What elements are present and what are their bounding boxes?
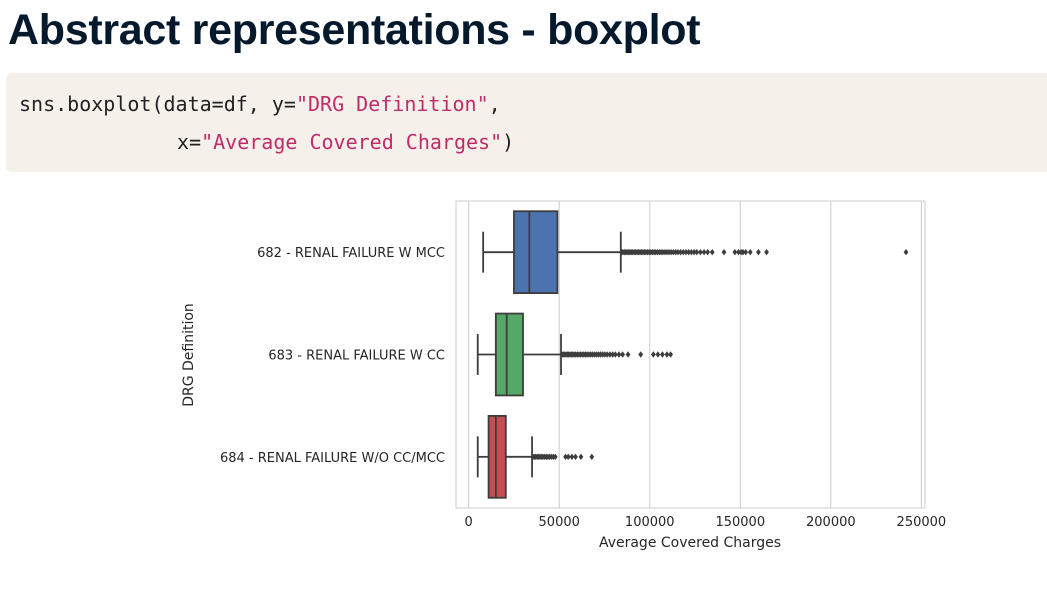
code-string: "Average Covered Charges": [201, 130, 503, 154]
category-label: 683 - RENAL FAILURE W CC: [268, 349, 445, 364]
outlier-point: [675, 248, 681, 256]
outlier-point: [569, 453, 575, 461]
code-text: ): [502, 130, 515, 154]
outlier-point: [616, 351, 622, 358]
x-tick-label: 150000: [715, 515, 765, 530]
outlier-point: [743, 248, 749, 256]
outlier-point: [686, 248, 692, 256]
code-text: ,: [488, 92, 501, 116]
outlier-point: [607, 351, 613, 358]
code-line-2: x="Average Covered Charges"): [19, 128, 1047, 166]
outlier-point: [612, 351, 618, 358]
category-label: 684 - RENAL FAILURE W/O CC/MCC: [220, 451, 445, 466]
outlier-point: [573, 453, 578, 461]
outlier-point: [610, 351, 616, 358]
outlier-point: [578, 453, 584, 461]
box-group: [482, 210, 909, 295]
outlier-point: [721, 248, 727, 256]
outlier-point: [620, 351, 625, 358]
outlier-point: [732, 248, 738, 256]
outlier-point: [650, 351, 656, 358]
slide-title: Abstract representations - boxplot: [8, 6, 701, 54]
code-string: "DRG Definition": [295, 92, 489, 116]
code-block: sns.boxplot(data=df, y="DRG Definition",…: [6, 73, 1047, 172]
outlier-point: [698, 248, 703, 256]
plot-area-frame: [455, 200, 926, 509]
outlier-point: [680, 248, 686, 256]
outlier-point: [604, 351, 610, 358]
outlier-point: [563, 453, 568, 461]
outlier-point: [736, 248, 741, 256]
outlier-point: [664, 351, 670, 358]
x-tick-label: 250000: [897, 515, 947, 530]
category-label: 682 - RENAL FAILURE W MCC: [257, 246, 445, 261]
code-line-1: sns.boxplot(data=df, y="DRG Definition",: [19, 90, 1047, 128]
x-tick-label: 0: [465, 515, 473, 530]
x-axis-label: Average Covered Charges: [599, 535, 781, 551]
outlier-point: [683, 248, 689, 256]
outlier-point: [660, 351, 665, 358]
y-axis-label: DRG Definition: [181, 303, 197, 407]
code-text: x=: [177, 130, 202, 154]
x-tick-labels: 0 50000 100000 150000 200000 250000: [465, 515, 947, 530]
iqr-box: [494, 312, 524, 397]
outlier-point: [694, 248, 700, 256]
outlier-point: [709, 248, 715, 256]
outlier-point: [678, 248, 683, 256]
box-group: [476, 414, 595, 499]
outlier-point: [638, 351, 644, 358]
outlier-point: [747, 248, 753, 256]
iqr-box: [513, 210, 559, 295]
code-text: sns.boxplot(data=df, y=: [19, 92, 296, 116]
outlier-point: [740, 248, 746, 256]
outlier-point: [689, 248, 694, 256]
outlier-point: [655, 351, 661, 358]
x-tick-label: 200000: [806, 515, 856, 530]
x-tick-label: 100000: [625, 515, 675, 530]
outlier-point: [903, 248, 909, 256]
outlier-point: [565, 453, 571, 461]
boxes: [476, 210, 909, 499]
outlier-point: [625, 351, 631, 358]
outlier-point: [701, 248, 707, 256]
iqr-box: [487, 414, 507, 499]
outlier-point: [691, 248, 697, 256]
outlier-point: [668, 351, 673, 358]
outlier-point: [589, 453, 595, 461]
x-tick-label: 50000: [539, 515, 580, 530]
outlier-point: [705, 248, 711, 256]
outlier-point: [552, 453, 558, 461]
box-group: [476, 312, 673, 397]
outlier-point: [764, 248, 769, 256]
category-labels: 682 - RENAL FAILURE W MCC 683 - RENAL FAI…: [220, 246, 445, 466]
outlier-point: [756, 248, 761, 256]
